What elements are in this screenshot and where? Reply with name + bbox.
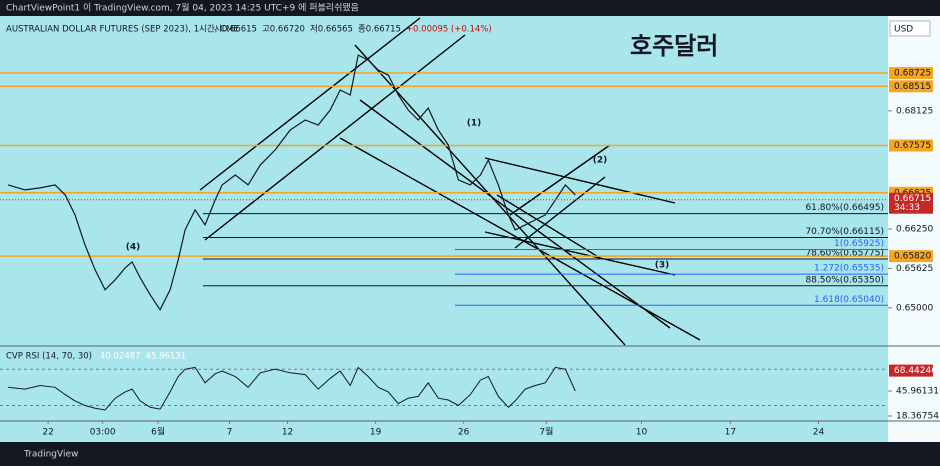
x-tick-label: 24	[813, 428, 825, 438]
currency-box	[889, 20, 931, 37]
fib-label: 88.50%(0.65350)	[805, 275, 884, 285]
fib-label: 78.60%(0.65775)	[805, 248, 884, 258]
fib-label: 1.618(0.65040)	[814, 295, 884, 305]
level-label: 0.67575	[894, 141, 931, 151]
trendline	[199, 17, 421, 191]
y-tick-label: 0.66250	[896, 225, 933, 235]
trendline	[204, 34, 466, 241]
current-price-tag	[889, 192, 933, 214]
rsi-line	[8, 366, 576, 411]
y-tick-label: 0.68125	[896, 106, 933, 116]
level-tag	[889, 139, 933, 152]
y-tick-label: 0.65625	[896, 264, 933, 274]
trendline	[339, 137, 701, 341]
fib-label: 70.70%(0.66115)	[805, 227, 884, 237]
countdown: 34:33	[894, 203, 920, 213]
x-tick-label: 7월	[539, 426, 553, 438]
legend-value: 저0.66565	[310, 25, 353, 35]
currency: USD	[894, 25, 913, 35]
publish-info: ChartViewPoint1 이 TradingView.com, 7월 04…	[6, 2, 359, 14]
trendline	[484, 231, 676, 276]
level-label: 0.65820	[894, 252, 931, 262]
level-label: 0.68725	[894, 69, 931, 79]
x-tick-label: 10	[636, 428, 648, 438]
trendline	[484, 157, 676, 204]
bottom-bar	[0, 442, 940, 466]
rsi-title: CVP RSI (14, 70, 30)	[6, 352, 92, 362]
trendline	[509, 144, 611, 216]
top-bar	[0, 0, 940, 16]
level-tag	[889, 80, 933, 93]
level-label: 0.68515	[894, 82, 931, 92]
x-tick-label: 03:00	[90, 428, 116, 438]
wave-label: (3)	[655, 261, 670, 271]
brand: TradingView	[23, 450, 78, 460]
y-tick-label: 0.65000	[896, 303, 933, 313]
fib-label: 1(0.65925)	[834, 239, 884, 249]
y-tick-label: 18.36754	[896, 411, 939, 421]
legend-value: 고0.66720	[262, 25, 305, 35]
chart-title: AUSTRALIAN DOLLAR FUTURES (SEP 2023), 1시…	[6, 24, 239, 35]
x-tick-label: 6월	[151, 426, 165, 438]
x-tick-label: 19	[370, 428, 382, 438]
price-line	[7, 54, 576, 311]
rsi-value-tag	[889, 364, 933, 377]
rsi-legend-value: 40.02487	[100, 352, 141, 362]
x-tick-label: 26	[458, 428, 470, 438]
level-tag	[889, 250, 933, 263]
annotation: 호주달러	[630, 32, 718, 60]
rsi-legend-value: 45.96131	[146, 352, 187, 362]
trendline	[496, 194, 601, 259]
rsi-value-label: 68.44246	[894, 366, 937, 376]
legend-value: +0.00095 (+0.14%)	[406, 25, 492, 35]
wave-label: (4)	[126, 243, 141, 253]
legend-value: 종0.66715	[358, 25, 401, 35]
wave-label: (2)	[593, 156, 608, 166]
fib-label: 1.272(0.65535)	[814, 264, 884, 274]
x-tick-label: 12	[282, 428, 293, 438]
legend-value: 시0.66615	[214, 25, 257, 35]
wave-label: (1)	[467, 119, 482, 129]
x-tick-label: 7	[227, 428, 233, 438]
level-tag	[889, 67, 933, 80]
trendline	[514, 176, 606, 249]
x-tick-label: 17	[725, 428, 736, 438]
fib-label: 61.80%(0.66495)	[805, 203, 884, 213]
y-tick-label: 45.96131	[896, 386, 939, 396]
x-tick-label: 22	[42, 428, 53, 438]
current-price-label: 0.66715	[894, 194, 931, 204]
